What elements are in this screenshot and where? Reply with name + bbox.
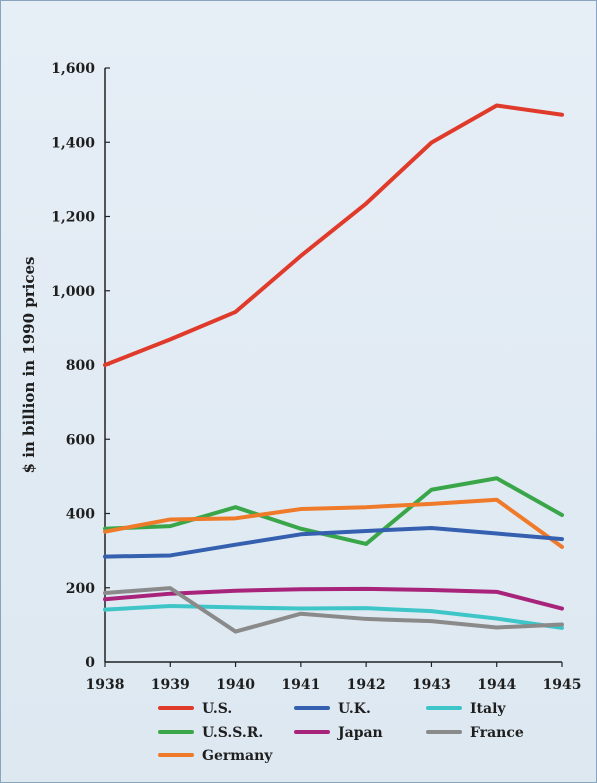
series-line-italy: [103, 603, 564, 630]
legend-label-u-s: U.S.: [202, 701, 232, 717]
x-tick-label: 1943: [412, 677, 451, 693]
chart-axes: 0 200 400 600 800 1,000 1,200 1,400 1,600 1938 193…: [20, 61, 581, 693]
legend-label-germany: Germany: [202, 748, 273, 764]
y-tick-label: 0: [85, 655, 95, 671]
x-tick-label: 1939: [151, 677, 190, 693]
x-tick-label: 1945: [543, 677, 582, 693]
legend-label-italy: Italy: [470, 701, 506, 717]
series-line-germany: [103, 497, 564, 549]
y-tick-label: 1,600: [51, 61, 95, 77]
y-tick-label: 1,200: [51, 210, 95, 226]
y-axis-title: $ in billion in 1990 prices: [20, 257, 38, 474]
x-tick-label: 1938: [86, 677, 125, 693]
chart-legend: U.S. U.K. Italy U.S.S.R. Japan France Germany: [158, 701, 524, 764]
x-tick-label: 1941: [281, 677, 320, 693]
legend-label-france: France: [470, 725, 524, 741]
x-tick-label: 1940: [216, 677, 255, 693]
legend-label-japan: Japan: [336, 725, 383, 741]
y-tick-label: 800: [66, 358, 95, 374]
y-tick-label: 600: [66, 432, 95, 448]
series-lines: [103, 103, 564, 634]
x-tick-label: 1944: [477, 677, 516, 693]
legend-label-u-k: U.K.: [338, 701, 371, 717]
series-line-france: [103, 586, 564, 634]
series-line-u-s-s-r: [103, 476, 564, 546]
y-tick-label: 1,000: [51, 284, 95, 300]
series-line-u-s: [103, 103, 564, 367]
legend-label-u-s-s-r: U.S.S.R.: [202, 725, 263, 741]
series-line-u-k: [103, 525, 564, 559]
y-tick-label: 200: [66, 581, 95, 597]
x-tick-label: 1942: [347, 677, 386, 693]
y-tick-label: 400: [66, 507, 95, 523]
y-tick-label: 1,400: [51, 135, 95, 151]
